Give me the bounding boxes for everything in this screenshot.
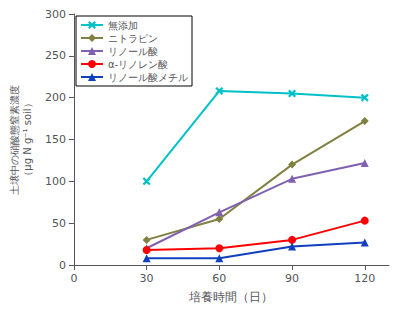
svg-text:α-リノレン酸: α-リノレン酸 <box>108 59 168 70</box>
svg-text:250: 250 <box>45 49 66 62</box>
svg-text:100: 100 <box>45 175 66 188</box>
svg-text:50: 50 <box>52 217 66 230</box>
svg-text:無添加: 無添加 <box>108 20 138 31</box>
svg-text:リノール酸メチル: リノール酸メチル <box>108 72 188 83</box>
svg-text:0: 0 <box>70 272 77 285</box>
svg-text:リノール酸: リノール酸 <box>108 46 158 57</box>
svg-text:120: 120 <box>354 272 375 285</box>
svg-text:土壌中の硝酸態窒素濃度: 土壌中の硝酸態窒素濃度 <box>9 85 20 195</box>
svg-text:200: 200 <box>45 91 66 104</box>
svg-text:0: 0 <box>59 259 66 272</box>
svg-text:（μg N g⁻¹ soil）: （μg N g⁻¹ soil） <box>22 98 33 180</box>
svg-text:30: 30 <box>140 272 154 285</box>
svg-text:90: 90 <box>285 272 299 285</box>
svg-text:150: 150 <box>45 133 66 146</box>
svg-text:培養時間（日）: 培養時間（日） <box>188 290 273 304</box>
svg-text:ニトラピン: ニトラピン <box>108 33 158 44</box>
svg-text:60: 60 <box>212 272 226 285</box>
svg-text:300: 300 <box>45 8 66 21</box>
